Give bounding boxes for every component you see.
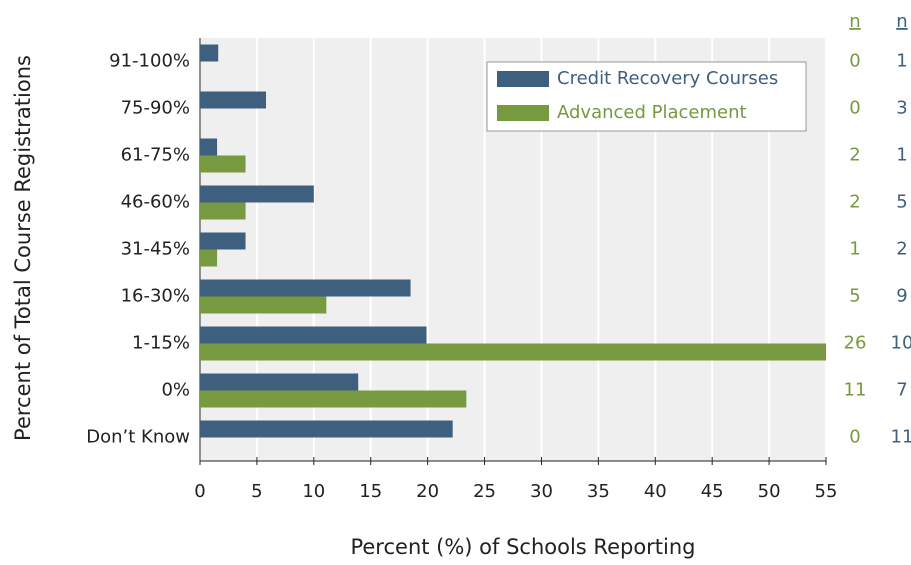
x-tick-label: 0 xyxy=(194,481,205,502)
n-value: 2 xyxy=(849,145,860,166)
x-tick-label: 45 xyxy=(701,481,724,502)
y-tick-label: 91-100% xyxy=(109,51,190,72)
bar xyxy=(200,185,314,203)
n-header: n xyxy=(896,11,907,32)
bar xyxy=(200,420,453,438)
y-tick-label: 61-75% xyxy=(121,145,190,166)
y-axis-label: Percent of Total Course Registrations xyxy=(11,55,35,441)
bar xyxy=(200,279,411,297)
legend-label: Advanced Placement xyxy=(557,102,747,123)
x-tick-label: 10 xyxy=(302,481,325,502)
y-tick-label: 46-60% xyxy=(121,192,190,213)
x-axis-label: Percent (%) of Schools Reporting xyxy=(350,535,695,559)
y-tick-label: 1-15% xyxy=(132,333,190,354)
n-value: 1 xyxy=(896,51,907,72)
x-tick-label: 55 xyxy=(815,481,838,502)
bar xyxy=(200,44,219,62)
bar xyxy=(200,202,246,220)
n-value: 2 xyxy=(849,192,860,213)
x-tick-label: 15 xyxy=(359,481,382,502)
bar xyxy=(200,91,267,109)
bar xyxy=(200,296,327,314)
legend-swatch xyxy=(497,105,549,121)
bar xyxy=(200,343,826,361)
n-value: 10 xyxy=(891,333,911,354)
y-tick-label: 75-90% xyxy=(121,98,190,119)
n-value: 3 xyxy=(896,98,907,119)
x-tick-label: 5 xyxy=(251,481,262,502)
legend-label: Credit Recovery Courses xyxy=(557,68,778,89)
x-tick-label: 30 xyxy=(530,481,553,502)
n-value: 5 xyxy=(896,192,907,213)
bar xyxy=(200,390,467,408)
n-value: 0 xyxy=(849,98,860,119)
bar xyxy=(200,373,359,391)
n-value: 2 xyxy=(896,239,907,260)
bar xyxy=(200,326,427,344)
y-tick-label: Don’t Know xyxy=(86,427,190,448)
n-value: 1 xyxy=(896,145,907,166)
n-value: 0 xyxy=(849,51,860,72)
x-tick-label: 50 xyxy=(758,481,781,502)
x-tick-label: 40 xyxy=(644,481,667,502)
n-value: 1 xyxy=(849,239,860,260)
n-value: 26 xyxy=(844,333,867,354)
x-tick-label: 25 xyxy=(473,481,496,502)
n-value: 0 xyxy=(849,427,860,448)
n-value: 9 xyxy=(896,286,907,307)
n-value: 11 xyxy=(891,427,911,448)
n-value: 5 xyxy=(849,286,860,307)
bar xyxy=(200,232,246,250)
n-header: n xyxy=(849,11,860,32)
n-value: 7 xyxy=(896,380,907,401)
bar xyxy=(200,138,218,156)
x-tick-label: 20 xyxy=(416,481,439,502)
y-tick-label: 0% xyxy=(161,380,190,401)
n-value: 11 xyxy=(844,380,867,401)
bar xyxy=(200,249,218,267)
x-tick-label: 35 xyxy=(587,481,610,502)
y-tick-label: 31-45% xyxy=(121,239,190,260)
legend-swatch xyxy=(497,71,549,87)
bar xyxy=(200,155,246,173)
y-tick-label: 16-30% xyxy=(121,286,190,307)
